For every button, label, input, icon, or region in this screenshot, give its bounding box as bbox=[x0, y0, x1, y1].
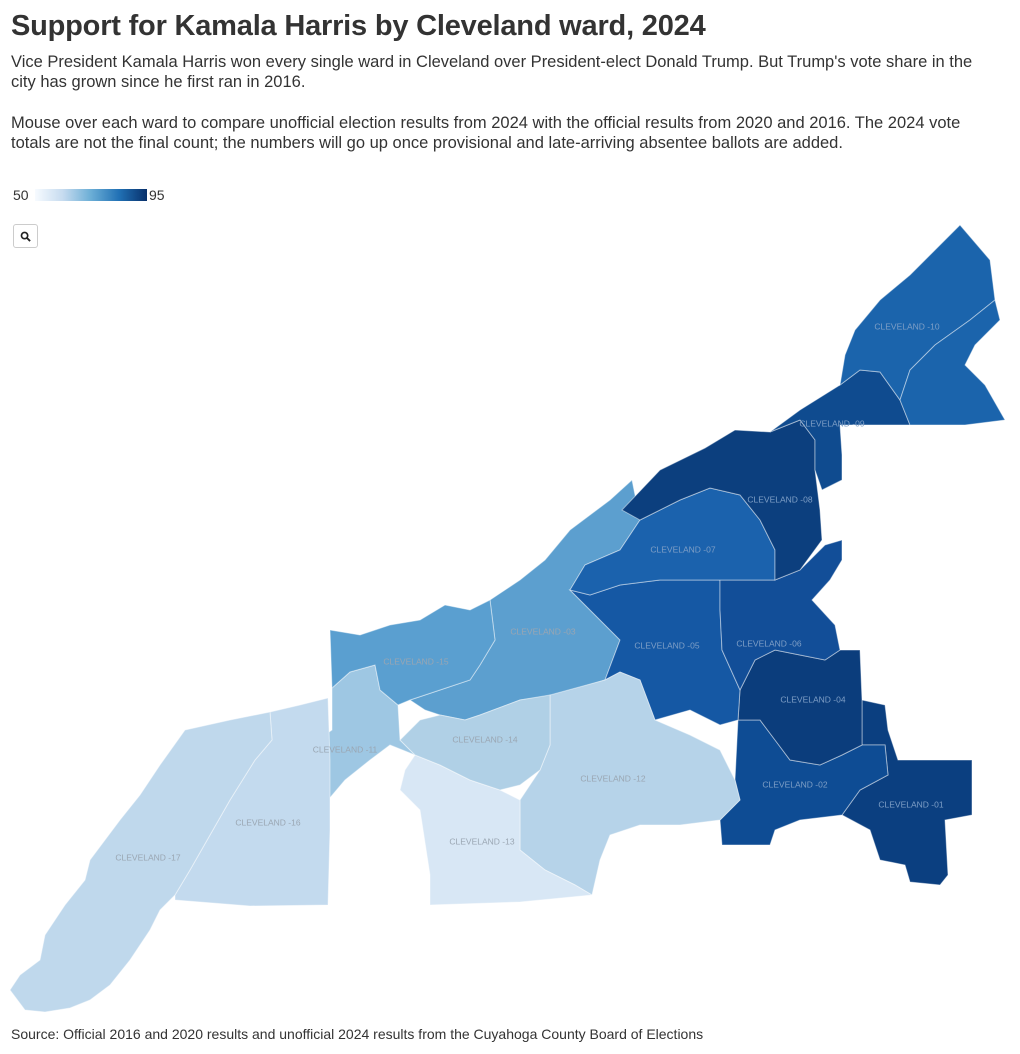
ward-shape-06[interactable] bbox=[719, 539, 843, 692]
ward-17[interactable] bbox=[9, 711, 273, 1013]
ward-shape-14[interactable] bbox=[399, 694, 551, 791]
page-title: Support for Kamala Harris by Cleveland w… bbox=[11, 10, 706, 42]
source-note: Source: Official 2016 and 2020 results a… bbox=[11, 1026, 704, 1042]
ward-shape-15[interactable] bbox=[329, 599, 496, 706]
legend-max-label: 95 bbox=[149, 187, 165, 203]
ward-shape-08[interactable] bbox=[621, 419, 823, 581]
ward-shape-10[interactable] bbox=[899, 299, 1006, 426]
intro-text: Vice President Kamala Harris won every s… bbox=[11, 53, 973, 91]
ward-14[interactable] bbox=[399, 694, 551, 791]
zoom-button[interactable] bbox=[13, 224, 38, 248]
legend-gradient-bar bbox=[35, 189, 147, 201]
ward-10[interactable] bbox=[839, 224, 1006, 426]
ward-shape-10[interactable] bbox=[839, 224, 996, 402]
ward-06[interactable] bbox=[719, 539, 843, 692]
ward-shape-17[interactable] bbox=[9, 711, 273, 1013]
legend-min-label: 50 bbox=[13, 187, 29, 203]
ward-08[interactable] bbox=[621, 419, 823, 581]
instructions-text: Mouse over each ward to compare unoffici… bbox=[11, 114, 961, 152]
search-icon bbox=[20, 231, 31, 242]
ward-15[interactable] bbox=[329, 599, 496, 706]
